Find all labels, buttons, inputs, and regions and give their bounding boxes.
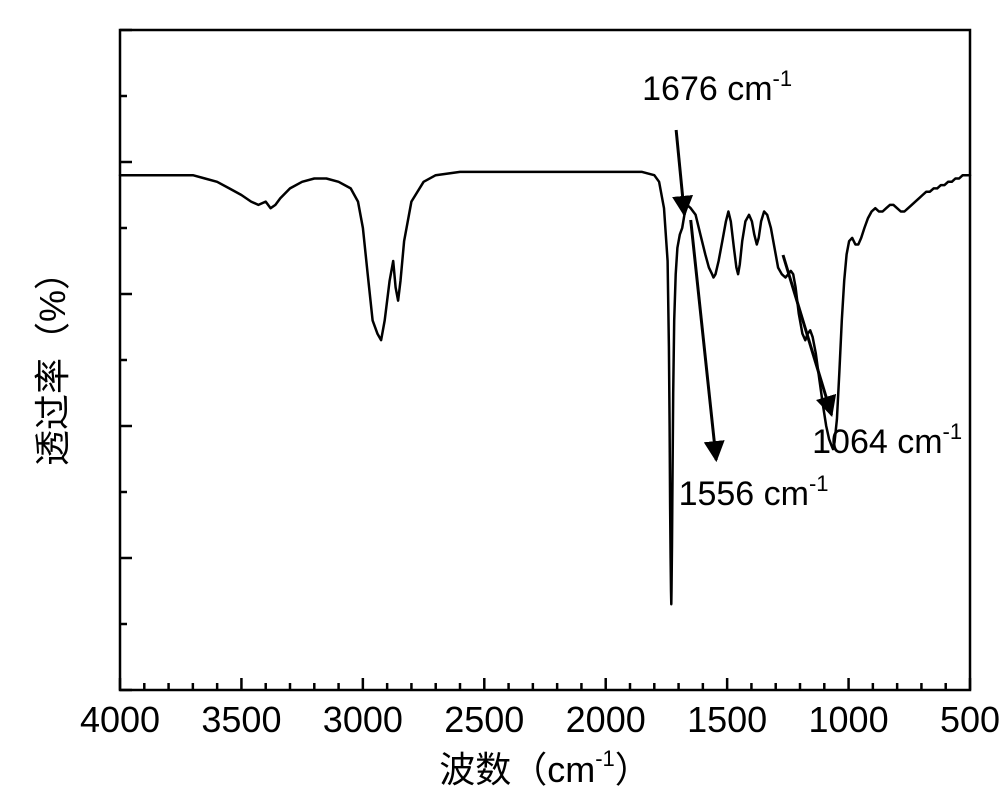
peak-1676-label: 1676 cm-1 bbox=[642, 66, 792, 108]
x-tick-label: 4000 bbox=[80, 699, 160, 740]
x-tick-label: 1000 bbox=[809, 699, 889, 740]
chart-bg bbox=[0, 0, 1000, 799]
x-tick-label: 500 bbox=[940, 699, 1000, 740]
x-tick-label: 2500 bbox=[444, 699, 524, 740]
x-tick-label: 2000 bbox=[566, 699, 646, 740]
x-axis-label: 波数（cm-1） bbox=[439, 746, 651, 790]
x-tick-label: 3000 bbox=[323, 699, 403, 740]
peak-1064-label: 1064 cm-1 bbox=[812, 419, 962, 461]
peak-1556-label: 1556 cm-1 bbox=[679, 471, 829, 513]
y-axis-label: 透过率（%） bbox=[32, 254, 73, 466]
x-tick-label: 1500 bbox=[687, 699, 767, 740]
x-tick-label: 3500 bbox=[201, 699, 281, 740]
